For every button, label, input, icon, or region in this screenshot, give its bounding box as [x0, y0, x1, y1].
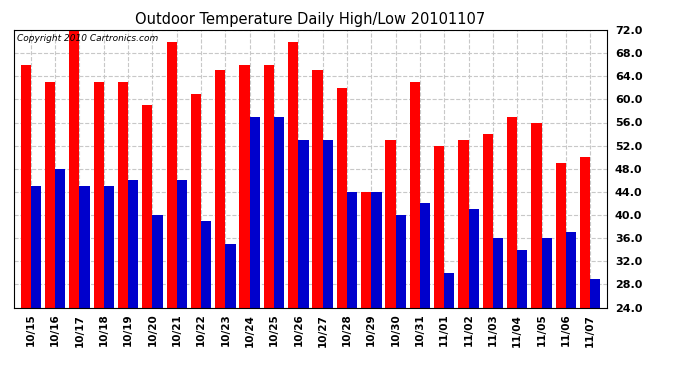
Bar [518, 250, 527, 308]
Bar [483, 134, 493, 308]
Bar [239, 64, 250, 308]
Bar [45, 82, 55, 308]
Bar [226, 244, 235, 308]
Bar [434, 146, 444, 308]
Bar [21, 64, 31, 308]
Bar [298, 140, 308, 308]
Bar [288, 42, 298, 308]
Bar [166, 42, 177, 308]
Bar [361, 192, 371, 308]
Bar [531, 123, 542, 308]
Bar [444, 273, 455, 308]
Bar [118, 82, 128, 308]
Bar [104, 186, 114, 308]
Bar [347, 192, 357, 308]
Bar [507, 117, 518, 308]
Bar [337, 88, 347, 308]
Bar [542, 238, 552, 308]
Bar [590, 279, 600, 308]
Bar [201, 221, 211, 308]
Bar [142, 105, 152, 308]
Bar [191, 94, 201, 308]
Bar [79, 186, 90, 308]
Bar [458, 140, 469, 308]
Bar [69, 24, 79, 307]
Bar [410, 82, 420, 308]
Bar [323, 140, 333, 308]
Bar [555, 163, 566, 308]
Bar [31, 186, 41, 308]
Bar [371, 192, 382, 308]
Bar [274, 117, 284, 308]
Text: Copyright 2010 Cartronics.com: Copyright 2010 Cartronics.com [17, 34, 158, 43]
Bar [313, 70, 323, 308]
Bar [55, 169, 66, 308]
Bar [152, 215, 163, 308]
Bar [493, 238, 503, 308]
Bar [215, 70, 226, 308]
Title: Outdoor Temperature Daily High/Low 20101107: Outdoor Temperature Daily High/Low 20101… [135, 12, 486, 27]
Bar [128, 180, 138, 308]
Bar [469, 209, 479, 308]
Bar [566, 232, 576, 308]
Bar [264, 64, 274, 308]
Bar [386, 140, 395, 308]
Bar [177, 180, 187, 308]
Bar [580, 157, 590, 308]
Bar [420, 203, 430, 308]
Bar [250, 117, 260, 308]
Bar [395, 215, 406, 308]
Bar [94, 82, 104, 308]
